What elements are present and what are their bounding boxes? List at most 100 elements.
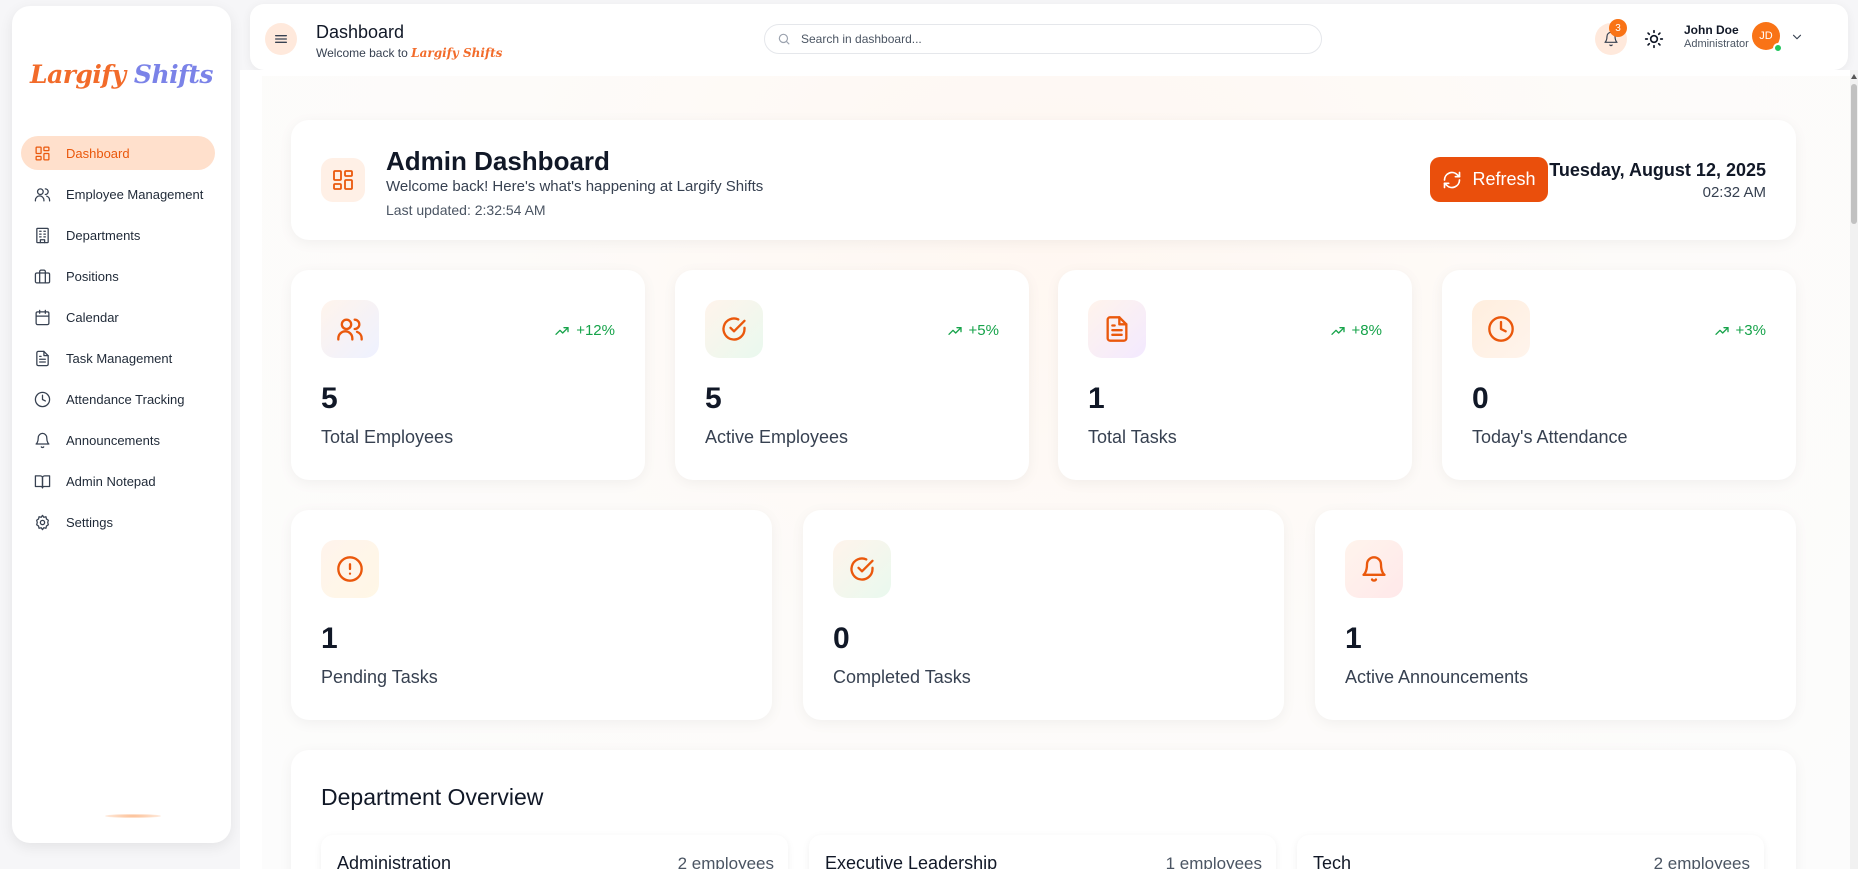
dashboard-title: Admin Dashboard — [386, 146, 610, 176]
sidebar-item-positions[interactable]: Positions — [21, 259, 215, 293]
stat-label: Total Employees — [321, 427, 454, 447]
book-icon — [33, 472, 51, 490]
sidebar-decoration — [105, 814, 161, 818]
stat-label: Active Employees — [705, 427, 849, 447]
file-text-icon — [33, 349, 51, 367]
current-time: 02:32 AM — [1702, 184, 1766, 201]
sidebar-nav: Dashboard Employee Management Department… — [21, 136, 215, 546]
stat-card-completed-tasks: 0 Completed Tasks — [803, 510, 1284, 720]
sidebar-item-label: Dashboard — [66, 145, 130, 161]
menu-toggle-button[interactable] — [265, 23, 297, 55]
section-title: Department Overview — [321, 784, 544, 810]
scroll-up-arrow[interactable] — [1851, 74, 1857, 79]
department-name: Executive Leadership — [825, 853, 998, 869]
hamburger-icon — [275, 35, 287, 43]
refresh-button[interactable]: Refresh — [1430, 157, 1548, 202]
theme-toggle-button[interactable] — [1640, 25, 1668, 53]
sidebar-item-label: Employee Management — [66, 186, 204, 202]
users-icon — [33, 185, 51, 203]
sidebar-item-employee-management[interactable]: Employee Management — [21, 177, 215, 211]
stat-card-pending-tasks: 1 Pending Tasks — [291, 510, 772, 720]
welcome-card: Admin Dashboard Welcome back! Here's wha… — [291, 120, 1796, 240]
search-bar[interactable] — [764, 24, 1322, 54]
trending-up-icon — [947, 326, 962, 335]
sidebar-item-label: Departments — [66, 227, 141, 243]
last-updated: Last updated: 2:32:54 AM — [386, 202, 546, 218]
scrollbar-track[interactable] — [1850, 70, 1858, 869]
bell-icon — [1345, 540, 1403, 598]
user-name[interactable]: John Doe — [1684, 23, 1739, 37]
logo-text-part2: Shifts — [133, 60, 214, 89]
file-text-icon — [1088, 300, 1146, 358]
trend-value: +3% — [1735, 322, 1766, 339]
stat-value: 0 — [833, 622, 850, 655]
sidebar-item-label: Positions — [66, 268, 119, 284]
sidebar-item-label: Admin Notepad — [66, 473, 156, 489]
page-subtitle: Welcome back to Largify Shifts — [316, 46, 502, 60]
search-input[interactable] — [801, 32, 1281, 46]
stat-value: 1 — [321, 622, 338, 655]
sidebar-item-announcements[interactable]: Announcements — [21, 423, 215, 457]
sidebar-item-label: Settings — [66, 514, 113, 530]
stat-card-todays-attendance: +3% 0 Today's Attendance — [1442, 270, 1796, 480]
stat-label: Active Announcements — [1345, 667, 1529, 687]
online-status-dot — [1773, 43, 1783, 53]
sidebar-item-attendance-tracking[interactable]: Attendance Tracking — [21, 382, 215, 416]
department-count: 1 employees — [1165, 854, 1262, 869]
sun-icon — [1644, 29, 1664, 49]
building-icon — [33, 226, 51, 244]
stat-card-total-tasks: +8% 1 Total Tasks — [1058, 270, 1412, 480]
sidebar-item-dashboard[interactable]: Dashboard — [21, 136, 215, 170]
department-count: 2 employees — [677, 854, 774, 869]
department-name: Administration — [337, 853, 452, 869]
department-name: Tech — [1313, 853, 1352, 869]
stat-value: 5 — [705, 382, 722, 415]
users-icon — [321, 300, 379, 358]
trending-up-icon — [1330, 326, 1345, 335]
dashboard-icon — [321, 158, 365, 202]
scrollbar-thumb[interactable] — [1851, 84, 1857, 224]
sidebar-item-label: Calendar — [66, 309, 119, 325]
trend-indicator: +12% — [554, 322, 615, 339]
sidebar-item-admin-notepad[interactable]: Admin Notepad — [21, 464, 215, 498]
page-title: Dashboard — [316, 22, 405, 42]
chevron-down-icon — [1792, 34, 1802, 40]
alert-circle-icon — [321, 540, 379, 598]
dashboard-icon — [33, 144, 51, 162]
stat-card-total-employees: +12% 5 Total Employees — [291, 270, 645, 480]
notification-badge: 3 — [1609, 19, 1627, 37]
department-card-executive-leadership[interactable]: Executive Leadership 1 employees — [809, 835, 1276, 869]
stat-label: Today's Attendance — [1472, 427, 1628, 447]
briefcase-icon — [33, 267, 51, 285]
department-count: 2 employees — [1653, 854, 1750, 869]
sidebar-item-settings[interactable]: Settings — [21, 505, 215, 539]
refresh-label: Refresh — [1472, 169, 1536, 189]
trend-value: +5% — [968, 322, 999, 339]
stat-label: Total Tasks — [1088, 427, 1177, 447]
sidebar-item-task-management[interactable]: Task Management — [21, 341, 215, 375]
clock-icon — [33, 390, 51, 408]
department-card-tech[interactable]: Tech 2 employees — [1297, 835, 1764, 869]
sidebar: Largify Shifts Dashboard Employee Manage… — [12, 6, 231, 843]
check-circle-icon — [833, 540, 891, 598]
trend-indicator: +3% — [1714, 322, 1766, 339]
department-card-administration[interactable]: Administration 2 employees — [321, 835, 788, 869]
stat-value: 1 — [1345, 622, 1362, 655]
trending-up-icon — [1714, 326, 1729, 335]
trend-indicator: +8% — [1330, 322, 1382, 339]
clock-icon — [1472, 300, 1530, 358]
stat-value: 1 — [1088, 382, 1105, 415]
trend-value: +12% — [576, 322, 615, 339]
user-menu-button[interactable] — [1790, 30, 1804, 44]
check-circle-icon — [705, 300, 763, 358]
trend-indicator: +5% — [947, 322, 999, 339]
sidebar-item-departments[interactable]: Departments — [21, 218, 215, 252]
stat-card-active-announcements: 1 Active Announcements — [1315, 510, 1796, 720]
sidebar-item-calendar[interactable]: Calendar — [21, 300, 215, 334]
stat-value: 0 — [1472, 382, 1489, 415]
bell-icon — [33, 431, 51, 449]
app-logo[interactable]: Largify Shifts — [12, 60, 231, 89]
subtitle-text: Welcome back to — [316, 46, 412, 60]
subtitle-brand: Largify Shifts — [411, 46, 503, 60]
trending-up-icon — [555, 326, 569, 335]
